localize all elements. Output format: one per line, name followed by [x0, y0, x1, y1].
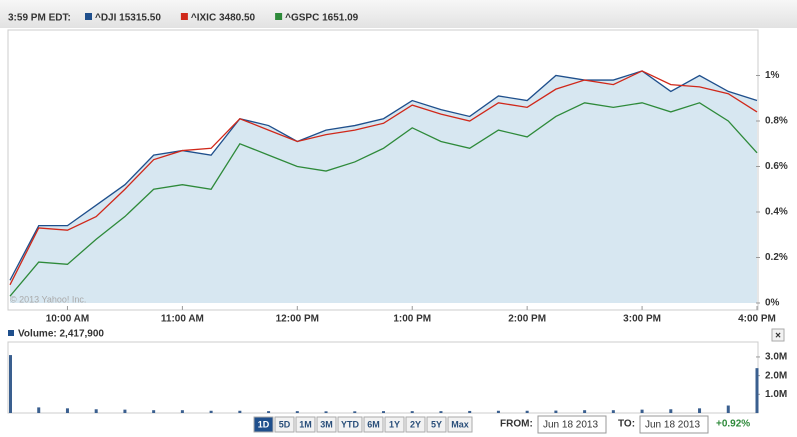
line	[9, 70, 758, 286]
volume-bar	[496, 410, 500, 413]
legend-swatch	[180, 13, 188, 20]
header-bar	[0, 0, 797, 28]
range-button[interactable]: 2Y	[405, 416, 426, 433]
button-bg[interactable]	[426, 416, 447, 433]
volume-swatch	[8, 330, 14, 336]
y-tick-label: 0.8%	[765, 116, 788, 127]
x-tick-label: 1:00 PM	[393, 314, 431, 325]
range-button[interactable]: 3M	[316, 416, 337, 433]
range-button[interactable]: 5D	[274, 416, 295, 433]
volume-bar	[9, 355, 12, 413]
button-label[interactable]: 1Y	[389, 419, 400, 429]
volume-bar	[669, 409, 673, 413]
volume-bar	[65, 408, 69, 413]
y-tick-label: 3.0M	[765, 352, 787, 363]
volume-bar	[698, 408, 702, 413]
range-button[interactable]: 6M	[363, 416, 384, 433]
button-bg[interactable]	[337, 416, 363, 433]
volume-bar	[180, 410, 184, 413]
legend-label: ^DJI 15315.50	[95, 13, 161, 24]
button-bg[interactable]	[447, 416, 473, 433]
close-button[interactable]	[771, 328, 785, 342]
volume-bar	[324, 411, 328, 413]
header-time: 3:59 PM EDT:	[8, 13, 71, 24]
volume-bar	[123, 409, 127, 413]
button-label[interactable]: 6M	[367, 419, 380, 429]
area	[10, 70, 757, 303]
volume-bar	[94, 409, 98, 413]
volume-bar	[726, 405, 730, 413]
y-tick-label: 1.0M	[765, 389, 787, 400]
button-bg[interactable]	[363, 416, 384, 433]
x-tick-label: 3:00 PM	[623, 314, 661, 325]
volume-bar	[209, 410, 213, 413]
button-label[interactable]: 2Y	[410, 419, 421, 429]
button-label[interactable]: 1M	[299, 419, 312, 429]
volume-bar	[353, 411, 357, 413]
button-bg[interactable]	[405, 416, 426, 433]
button-bg[interactable]	[316, 416, 337, 433]
volume-bar	[525, 410, 529, 413]
from-label: FROM:	[500, 419, 533, 430]
volume-bar	[640, 409, 644, 413]
volume-bar	[152, 410, 156, 413]
to-label: TO:	[618, 419, 635, 430]
volume-bar	[267, 411, 271, 413]
volume-bar	[468, 410, 472, 413]
volume-title: Volume: 2,417,900	[18, 329, 104, 340]
from-input[interactable]	[537, 415, 607, 434]
legend-swatch	[85, 13, 92, 20]
y-tick-label: 1%	[765, 70, 780, 81]
volume-bar	[755, 368, 759, 413]
volume-bar	[611, 410, 615, 413]
button-label[interactable]: 5D	[279, 419, 291, 429]
x-tick-label: 10:00 AM	[46, 314, 90, 325]
from-date[interactable]: Jun 18 2013	[543, 420, 598, 431]
legend-label: ^IXIC 3480.50	[191, 13, 256, 24]
y-tick-label: 0.4%	[765, 207, 788, 218]
legend-label: ^GSPC 1651.09	[285, 13, 359, 24]
legend-swatch	[275, 13, 283, 20]
range-button[interactable]: Max	[447, 416, 473, 433]
to-date[interactable]: Jun 18 2013	[645, 420, 700, 431]
range-button[interactable]: 1Y	[384, 416, 405, 433]
line	[9, 70, 758, 281]
volume-bar	[295, 411, 299, 413]
watermark: © 2013 Yahoo! Inc.	[10, 294, 86, 304]
range-button[interactable]: YTD	[337, 416, 363, 433]
y-tick-label: 0.6%	[765, 161, 788, 172]
to-input[interactable]	[639, 415, 709, 434]
y-tick-label: 0%	[765, 298, 780, 309]
range-button[interactable]: 1D	[253, 416, 274, 433]
close-icon[interactable]: ×	[775, 331, 781, 342]
button-label[interactable]: 5Y	[431, 419, 442, 429]
x-tick-label: 4:00 PM	[738, 314, 776, 325]
volume-bar	[410, 411, 414, 413]
x-tick-label: 11:00 AM	[161, 314, 204, 325]
volume-bar	[37, 407, 41, 413]
volume-bar	[238, 410, 242, 413]
range-button[interactable]: 1M	[295, 416, 316, 433]
button-bg[interactable]	[253, 416, 274, 433]
volume-bar	[583, 410, 587, 413]
x-tick-label: 12:00 PM	[276, 314, 319, 325]
y-tick-label: 0.2%	[765, 252, 788, 263]
volume-bar	[439, 411, 443, 413]
button-label[interactable]: 3M	[320, 419, 333, 429]
line	[9, 102, 758, 297]
x-tick-label: 2:00 PM	[508, 314, 546, 325]
button-label[interactable]: Max	[451, 419, 469, 429]
button-label[interactable]: YTD	[341, 419, 360, 429]
volume-bar	[382, 411, 385, 413]
y-tick-label: 2.0M	[765, 370, 787, 381]
button-bg[interactable]	[274, 416, 295, 433]
button-bg[interactable]	[295, 416, 316, 433]
range-button[interactable]: 5Y	[426, 416, 447, 433]
button-label[interactable]: 1D	[258, 419, 270, 429]
volume-frame	[7, 341, 759, 414]
change: +0.92%	[716, 419, 750, 430]
button-bg[interactable]	[384, 416, 405, 433]
volume-bar	[554, 410, 558, 413]
